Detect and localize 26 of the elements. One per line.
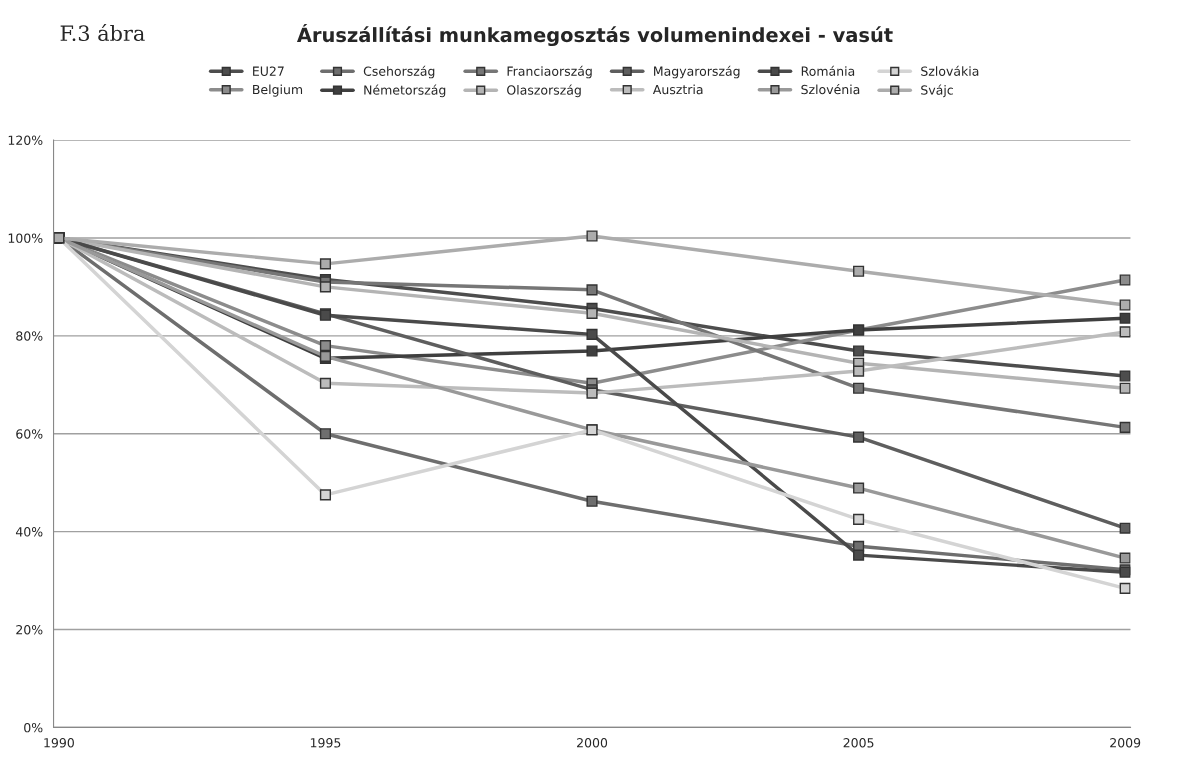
x-tick-label: 1995 (310, 738, 341, 748)
x-tick-label: 2009 (1110, 738, 1141, 748)
y-tick-label: 60% (16, 429, 43, 439)
legend-label: Svájc (921, 84, 953, 98)
legend-label: Ausztria (652, 84, 703, 95)
legend-label: Magyarország (654, 65, 740, 79)
x-tick-label: 1990 (44, 738, 74, 748)
y-tick-label: 120% (8, 135, 43, 145)
y-tick-label: 20% (16, 625, 43, 635)
legend-label: Románia (801, 65, 855, 76)
x-tick-label: 2000 (577, 738, 608, 748)
y-tick-label: 100% (8, 233, 43, 243)
text: F.3 ábra (60, 24, 145, 42)
legend-label: Csehország (363, 65, 435, 79)
legend-label: Szlovákia (921, 65, 979, 76)
y-tick-label: 80% (16, 331, 43, 341)
legend-label: Belgium (253, 84, 303, 97)
legend-label: EU27 (253, 66, 284, 76)
legend-label: Németország (364, 84, 446, 98)
chart-title: Áruszállítási munkamegosztás volumenindexei - vasút (296, 23, 893, 47)
legend-label: Franciaország (507, 65, 592, 79)
y-tick-label: 40% (15, 527, 43, 537)
y-tick-label: 0% (24, 722, 43, 733)
legend-label: Olaszország (507, 84, 581, 98)
legend-label: Szlovénia (801, 84, 860, 95)
x-tick-label: 2005 (843, 738, 874, 748)
